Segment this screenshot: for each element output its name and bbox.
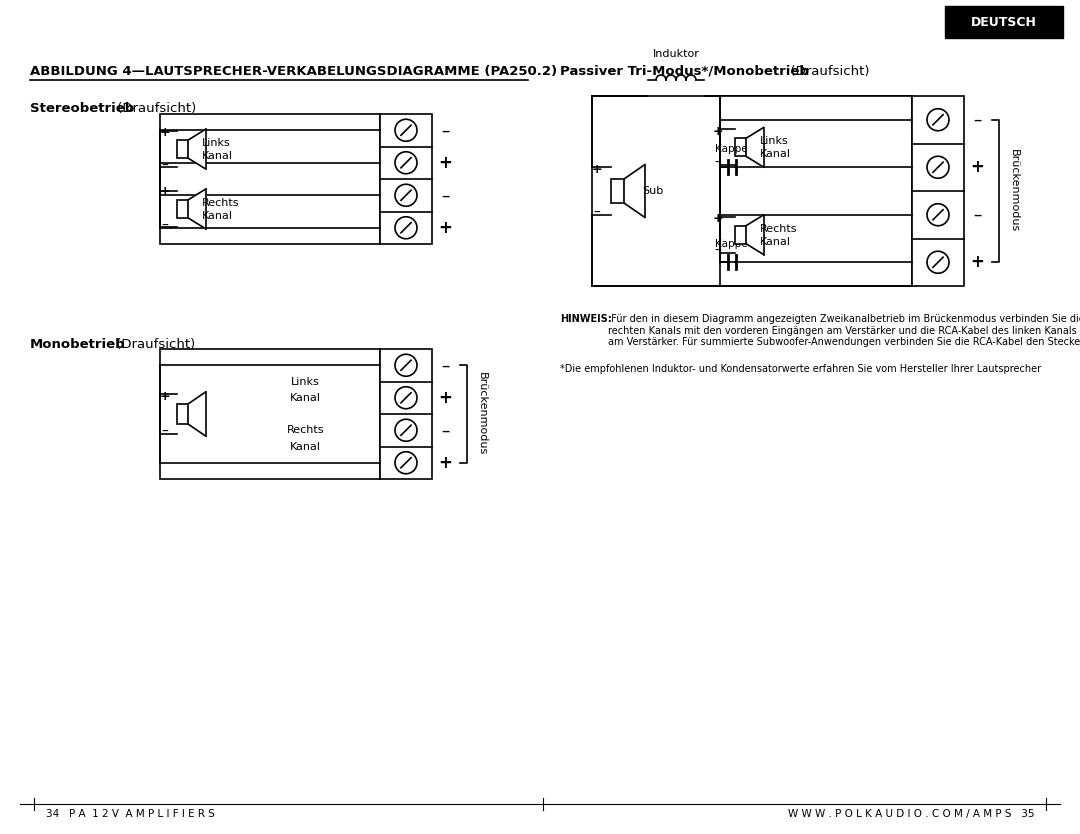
Text: (Draufsicht): (Draufsicht) [113, 102, 197, 114]
Text: +: + [592, 163, 603, 175]
Text: +: + [438, 454, 451, 472]
Circle shape [395, 152, 417, 173]
Polygon shape [746, 215, 764, 254]
Text: +: + [713, 212, 724, 225]
Text: Stereobetrieb: Stereobetrieb [30, 102, 134, 114]
Circle shape [395, 387, 417, 409]
Text: –: – [162, 219, 168, 233]
Text: –: – [162, 425, 168, 439]
Circle shape [927, 156, 949, 178]
Text: +: + [438, 219, 451, 237]
Text: *Die empfohlenen Induktor- und Kondensatorwerte erfahren Sie vom Hersteller Ihre: *Die empfohlenen Induktor- und Kondensat… [561, 364, 1041, 374]
Text: +: + [438, 153, 451, 172]
Text: Induktor: Induktor [652, 49, 700, 59]
Bar [945, 6, 1063, 38]
Bar [160, 114, 380, 244]
Circle shape [395, 420, 417, 441]
Text: –: – [441, 186, 449, 204]
Circle shape [395, 452, 417, 474]
Text: +: + [438, 389, 451, 407]
Text: –: – [441, 121, 449, 139]
Text: +: + [970, 254, 984, 271]
Bar [380, 114, 432, 244]
Bar [720, 96, 912, 286]
Text: Passiver Tri-Modus*/Monobetrieb: Passiver Tri-Modus*/Monobetrieb [561, 64, 809, 78]
Text: Für den in diesem Diagramm angezeigten Zweikanalbetrieb im Brückenmodus verbinde: Für den in diesem Diagramm angezeigten Z… [608, 314, 1080, 347]
Text: –: – [594, 206, 600, 220]
Text: DEUTSCH: DEUTSCH [971, 16, 1037, 28]
Text: +: + [713, 125, 724, 138]
Bar [160, 349, 380, 479]
Text: Kappe: Kappe [715, 239, 748, 249]
Text: –: – [715, 244, 721, 258]
Bar [177, 404, 188, 424]
Circle shape [927, 108, 949, 131]
Text: Kappe: Kappe [715, 144, 748, 154]
Polygon shape [188, 392, 205, 436]
Bar [912, 96, 964, 286]
Text: –: – [973, 111, 982, 128]
Text: ABBILDUNG 4—LAUTSPRECHER-VERKABELUNGSDIAGRAMME (PA250.2): ABBILDUNG 4—LAUTSPRECHER-VERKABELUNGSDIA… [30, 64, 557, 78]
Text: Brückenmodus: Brückenmodus [1009, 149, 1020, 233]
Text: Sub: Sub [642, 186, 663, 196]
Text: Kanal: Kanal [202, 151, 233, 161]
Text: Kanal: Kanal [760, 149, 791, 159]
Bar [735, 138, 746, 156]
Bar [735, 226, 746, 244]
Text: –: – [441, 421, 449, 440]
Circle shape [395, 354, 417, 376]
Text: Monobetrieb: Monobetrieb [30, 338, 125, 350]
Circle shape [927, 203, 949, 226]
Text: Links: Links [202, 138, 231, 148]
Text: Rechts: Rechts [202, 198, 240, 208]
Text: –: – [441, 356, 449, 374]
Circle shape [395, 119, 417, 141]
Polygon shape [746, 128, 764, 167]
Text: Kanal: Kanal [202, 211, 233, 221]
Text: 34   P A  1 2 V  A M P L I F I E R S: 34 P A 1 2 V A M P L I F I E R S [46, 809, 215, 819]
Bar [592, 96, 912, 286]
Circle shape [395, 184, 417, 206]
Polygon shape [188, 189, 205, 229]
Text: (Draufsicht): (Draufsicht) [782, 64, 869, 78]
Text: Rechts: Rechts [286, 425, 324, 435]
Text: –: – [973, 206, 982, 224]
Text: HINWEIS:: HINWEIS: [561, 314, 611, 324]
Text: –: – [715, 156, 721, 170]
Polygon shape [188, 129, 205, 169]
Text: +: + [160, 185, 171, 198]
Bar [177, 140, 188, 158]
Text: –: – [162, 159, 168, 173]
Text: Kanal: Kanal [760, 237, 791, 247]
Circle shape [927, 251, 949, 274]
Bar [177, 200, 188, 218]
Text: Brückenmodus: Brückenmodus [477, 372, 487, 455]
Text: Rechts: Rechts [760, 224, 797, 234]
Polygon shape [624, 164, 645, 218]
Text: W W W . P O L K A U D I O . C O M / A M P S   35: W W W . P O L K A U D I O . C O M / A M … [787, 809, 1034, 819]
Bar [611, 179, 624, 203]
Text: (Draufsicht): (Draufsicht) [112, 338, 195, 350]
Text: Kanal: Kanal [289, 441, 321, 451]
Text: Links: Links [760, 136, 788, 146]
Text: +: + [160, 389, 171, 403]
Circle shape [395, 217, 417, 239]
Text: Links: Links [291, 376, 320, 386]
Text: +: + [160, 126, 171, 138]
Text: +: + [970, 158, 984, 176]
Text: Kanal: Kanal [289, 394, 321, 404]
Bar [380, 349, 432, 479]
